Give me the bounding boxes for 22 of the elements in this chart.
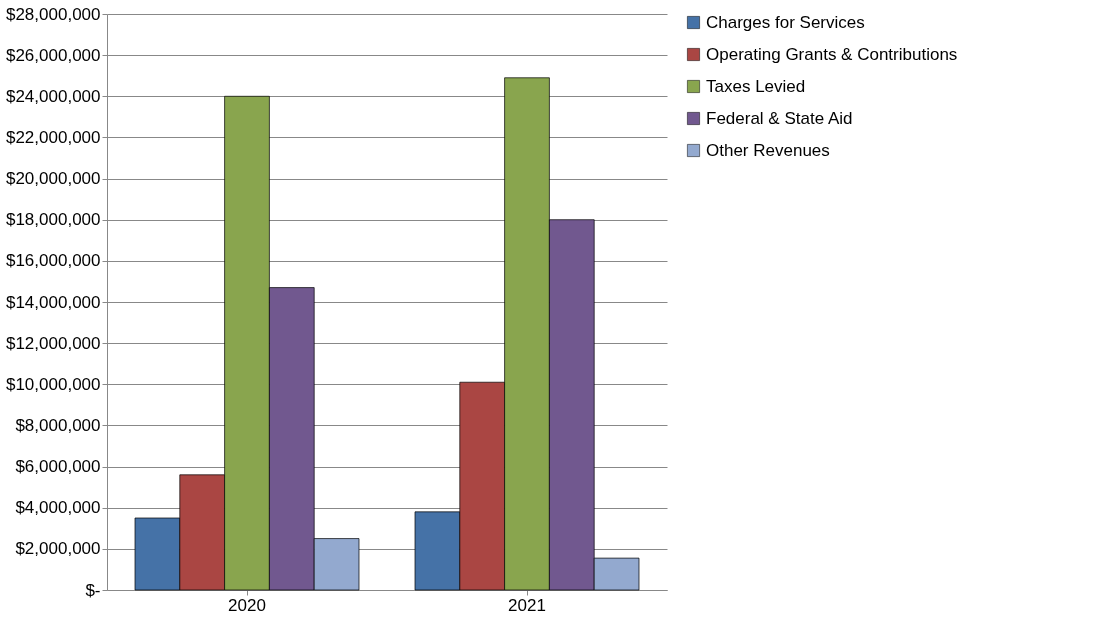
y-tick-label: $4,000,000 [15, 498, 101, 518]
y-tick-label: $6,000,000 [15, 457, 101, 477]
x-tick-label: 2021 [508, 595, 546, 615]
y-tick-label: $24,000,000 [5, 86, 101, 106]
x-tick-label: 2020 [228, 595, 266, 615]
legend-label: Taxes Levied [706, 76, 806, 96]
legend-label: Federal & State Aid [706, 108, 853, 128]
y-tick-label: $8,000,000 [15, 415, 101, 435]
y-tick-label: $2,000,000 [15, 539, 101, 559]
y-tick-label: $18,000,000 [5, 210, 101, 230]
y-tick-label: $28,000,000 [5, 4, 101, 24]
y-tick-label: $26,000,000 [5, 45, 101, 65]
y-tick-label: $14,000,000 [5, 292, 101, 312]
legend-label: Other Revenues [706, 140, 830, 160]
y-tick-label: $12,000,000 [5, 333, 101, 353]
y-tick-label: $- [85, 580, 101, 600]
y-tick-label: $16,000,000 [5, 251, 101, 271]
y-tick-label: $10,000,000 [5, 374, 101, 394]
legend-label: Charges for Services [706, 12, 865, 32]
y-tick-label: $22,000,000 [5, 127, 101, 147]
y-tick-label: $20,000,000 [5, 169, 101, 189]
legend-label: Operating Grants & Contributions [706, 44, 958, 64]
